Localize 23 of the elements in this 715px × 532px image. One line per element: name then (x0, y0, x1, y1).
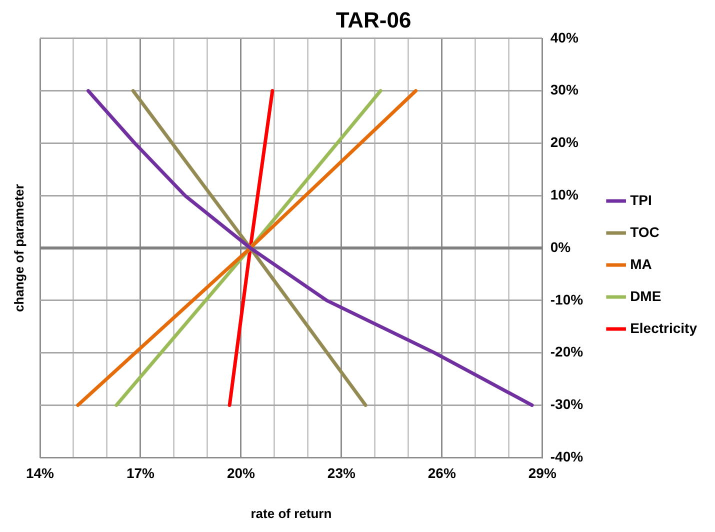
legend-label: DME (630, 288, 662, 304)
x-tick-label: 14% (26, 464, 55, 481)
legend-label: TPI (630, 192, 652, 208)
chart-title: TAR-06 (336, 7, 412, 32)
legend-label: Electricity (630, 320, 698, 336)
y-tick-label: 30% (550, 82, 579, 98)
y-tick-label: 0% (550, 238, 572, 255)
y-tick-label: -10% (550, 291, 584, 308)
x-axis-title: rate of return (250, 506, 332, 521)
legend-label: MA (630, 256, 652, 272)
x-tick-label: 17% (126, 464, 156, 481)
y-tick-label: 20% (550, 134, 579, 150)
y-tick-label: -40% (550, 448, 584, 464)
legend-label: TOC (630, 224, 660, 240)
y-tick-label: 40% (550, 29, 579, 46)
x-tick-label: 20% (226, 464, 256, 481)
x-tick-label: 29% (528, 464, 557, 481)
x-tick-label: 26% (428, 464, 456, 481)
y-tick-label: -30% (550, 396, 584, 412)
y-axis-title: change of parameter (12, 184, 27, 312)
x-tick-label: 23% (327, 464, 356, 481)
y-tick-label: 10% (550, 186, 579, 202)
y-tick-label: -20% (550, 344, 584, 360)
